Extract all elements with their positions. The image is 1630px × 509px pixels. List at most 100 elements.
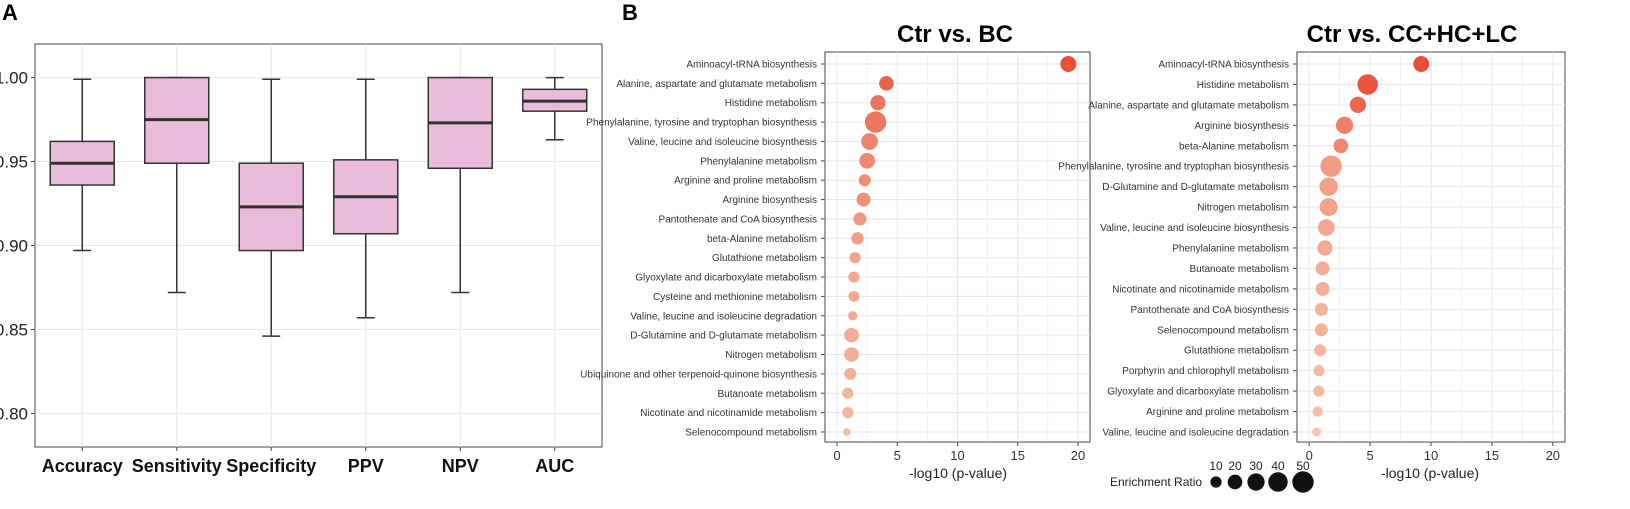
- pathway-dot: [853, 212, 867, 226]
- pathway-label: Nitrogen metabolism: [1197, 203, 1289, 214]
- pathway-label: Nicotinate and nicotinamide metabolism: [1112, 284, 1289, 295]
- pathway-label: Ubiquinone and other terpenoid-quinone b…: [580, 369, 817, 380]
- pathway-dot: [1312, 406, 1323, 417]
- x-tick-label: NPV: [442, 456, 479, 476]
- pathway-dot: [1315, 281, 1330, 296]
- pathway-label: D-Glutamine and D-glutamate metabolism: [630, 331, 817, 342]
- boxplot-chart: 0.80 0.85 0.90 0.95 1.00 Accuracy SensitivityS…: [0, 43, 603, 476]
- y-tick-label: 0.90: [0, 237, 28, 256]
- x-tick-label: 5: [894, 448, 901, 463]
- pathway-label: Butanoate metabolism: [717, 389, 817, 400]
- y-tick-label: 0.85: [0, 320, 28, 339]
- pathway-label: beta-Alanine metabolism: [707, 234, 817, 245]
- box-sensitivity: [144, 76, 210, 294]
- pathway-dot: [1313, 385, 1325, 397]
- pathway-label: Selenocompound metabolism: [685, 428, 817, 439]
- pathway-label: Glutathione metabolism: [712, 253, 817, 264]
- panel-a-label: A: [2, 0, 18, 25]
- x-tick-label: AUC: [535, 456, 574, 476]
- dotplot-bc-title: Ctr vs. BC: [897, 21, 1013, 48]
- pathway-label: Glutathione metabolism: [1184, 346, 1289, 357]
- pathway-dot: [842, 407, 854, 419]
- box-auc: [522, 76, 588, 141]
- pathway-label: Nitrogen metabolism: [725, 350, 817, 361]
- pathway-dot: [1317, 240, 1333, 256]
- pathway-dot: [1357, 74, 1378, 95]
- pathway-dot: [861, 133, 878, 150]
- box-npv: [427, 76, 493, 294]
- pathway-label: Pantothenate and CoA biosynthesis: [1131, 305, 1289, 316]
- pathway-dot: [858, 174, 871, 187]
- legend-size-dot: [1227, 474, 1243, 490]
- pathway-dot: [1319, 177, 1338, 196]
- pathway-label: Arginine and proline metabolism: [674, 176, 817, 187]
- pathway-dot: [859, 152, 876, 169]
- pathway-label: Valine, leucine and isoleucine biosynthe…: [1100, 223, 1289, 234]
- pathway-label: Arginine biosynthesis: [1195, 121, 1290, 132]
- x-tick-label: 10: [1424, 448, 1438, 463]
- pathway-dot: [849, 252, 861, 264]
- x-tick-label: Specificity: [226, 456, 316, 476]
- x-tick-label: 20: [1071, 448, 1085, 463]
- pathway-dot: [1335, 116, 1354, 134]
- x-tick-label: 15: [1010, 448, 1024, 463]
- pathway-dot: [842, 428, 851, 436]
- pathway-label: Porphyrin and chlorophyll metabolism: [1122, 366, 1289, 377]
- pathway-dot: [848, 271, 860, 283]
- pathway-label: Alanine, aspartate and glutamate metabol…: [1088, 100, 1289, 111]
- pathway-label: Glyoxylate and dicarboxylate metabolism: [635, 273, 817, 284]
- pathway-dot: [842, 387, 854, 399]
- pathway-dot: [844, 327, 859, 343]
- pathway-dot: [1413, 56, 1430, 72]
- pathway-label: Glyoxylate and dicarboxylate metabolism: [1107, 387, 1289, 398]
- x-tick-label: Sensitivity: [132, 456, 222, 476]
- pathway-dot: [844, 347, 859, 362]
- pathway-label: Phenylalanine metabolism: [700, 156, 817, 167]
- pathway-label: Phenylalanine, tyrosine and tryptophan b…: [586, 118, 817, 129]
- panel-b-label: B: [622, 0, 638, 25]
- x-tick-label: PPV: [348, 456, 384, 476]
- pathway-dot: [1317, 219, 1335, 236]
- pathway-dot: [1314, 344, 1327, 357]
- y-tick-label: 1.00: [0, 69, 28, 88]
- legend-size-label: 30: [1249, 459, 1263, 473]
- pathway-dot: [848, 291, 860, 302]
- pathway-label: Valine, leucine and isoleucine biosynthe…: [628, 137, 817, 148]
- legend-size-label: 50: [1296, 459, 1310, 473]
- pathway-dot: [848, 311, 858, 321]
- legend-size-dot: [1210, 476, 1222, 488]
- pathway-dot: [864, 111, 887, 133]
- pathway-label: Arginine biosynthesis: [723, 195, 818, 206]
- pathway-label: Aminoacyl-tRNA biosynthesis: [686, 60, 817, 71]
- pathway-label: Alanine, aspartate and glutamate metabol…: [616, 79, 817, 90]
- pathway-label: Selenocompound metabolism: [1157, 325, 1289, 336]
- pathway-label: Cysteine and methionine metabolism: [653, 292, 817, 303]
- x-tick-label: 15: [1485, 448, 1499, 463]
- legend-size-dot: [1247, 473, 1265, 491]
- pathway-dot: [1314, 323, 1328, 337]
- legend-size-dot: [1292, 471, 1314, 493]
- x-tick-label: 10: [950, 448, 964, 463]
- box-specificity: [238, 78, 304, 337]
- pathway-label: Valine, leucine and isoleucine degradati…: [630, 311, 817, 322]
- pathway-dot: [1313, 365, 1325, 377]
- pathway-label: Pantothenate and CoA biosynthesis: [659, 214, 817, 225]
- pathway-label: Nicotinate and nicotinamide metabolism: [640, 408, 817, 419]
- pathway-dot: [1060, 56, 1077, 72]
- box-accuracy: [49, 78, 115, 252]
- legend-size-dot: [1268, 472, 1288, 492]
- enrichment-legend: Enrichment Ratio 10 20 30 40 50: [1110, 459, 1314, 493]
- pathway-label: Phenylalanine metabolism: [1172, 244, 1289, 255]
- dotplot-cc-xlabel: -log10 (p-value): [1381, 465, 1479, 481]
- pathway-dot: [870, 95, 886, 111]
- legend-size-label: 20: [1228, 459, 1242, 473]
- pathway-label: Arginine and proline metabolism: [1146, 407, 1289, 418]
- x-tick-label: 5: [1366, 448, 1373, 463]
- pathway-label: Butanoate metabolism: [1189, 264, 1289, 275]
- x-tick-label: 20: [1546, 448, 1560, 463]
- pathway-label: Histidine metabolism: [1197, 80, 1289, 91]
- pathway-dot: [1315, 261, 1330, 276]
- pathway-dot: [879, 76, 894, 91]
- pathway-dot: [1314, 302, 1328, 316]
